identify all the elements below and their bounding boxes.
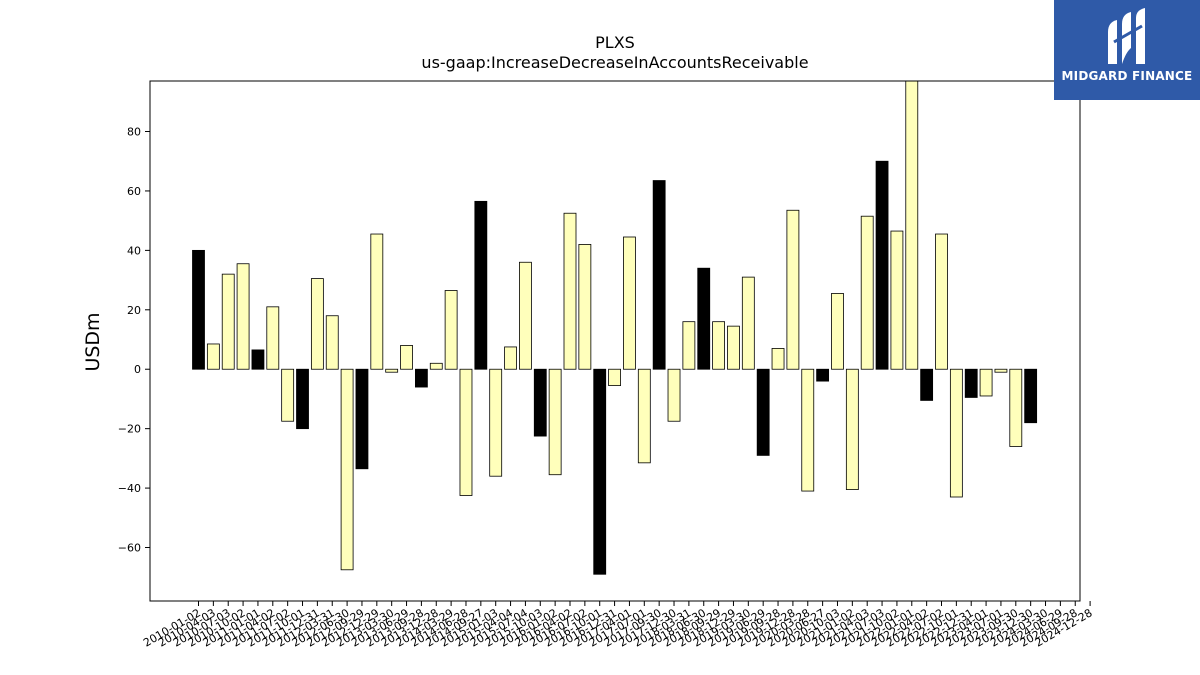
plot-frame	[149, 80, 1081, 602]
bar	[667, 368, 681, 422]
bar	[935, 233, 948, 370]
bar	[682, 321, 696, 370]
bar	[712, 321, 725, 370]
bar	[608, 368, 621, 386]
bar	[340, 368, 354, 571]
bar	[994, 368, 1008, 373]
bar	[251, 349, 265, 370]
bar	[637, 368, 651, 464]
bar	[548, 368, 562, 476]
bar	[623, 236, 636, 370]
bar	[1009, 368, 1023, 447]
bar	[296, 368, 309, 430]
bar	[845, 368, 859, 490]
bar	[310, 278, 324, 370]
bar	[533, 368, 547, 437]
bar	[474, 200, 488, 370]
bar	[697, 267, 711, 370]
bar	[578, 244, 592, 370]
bar	[221, 273, 235, 370]
bar	[786, 209, 800, 370]
bar	[355, 368, 369, 470]
y-tick-label: −40	[118, 482, 141, 495]
bar	[890, 230, 904, 370]
y-tick-label: 80	[127, 126, 141, 139]
bar	[875, 160, 889, 370]
bar	[489, 368, 503, 477]
bar	[727, 325, 740, 370]
bar	[519, 261, 532, 370]
brand-name: MIDGARD FINANCE	[1061, 69, 1193, 83]
bar	[429, 362, 443, 370]
y-axis: −60 −40 −20 0 20 40 60 80	[118, 126, 150, 555]
bar	[459, 368, 473, 496]
bar	[741, 276, 755, 370]
bar	[236, 263, 250, 370]
bar	[325, 315, 339, 370]
bar	[563, 212, 577, 370]
bar	[949, 368, 963, 498]
bar	[816, 368, 830, 382]
bar	[400, 345, 413, 370]
bar	[756, 368, 770, 456]
x-axis: 2010-01-022010-04-032010-07-032010-10-02…	[141, 601, 1095, 650]
bar	[414, 368, 428, 388]
bar	[593, 368, 607, 575]
bar	[1024, 368, 1038, 424]
bar	[771, 348, 785, 370]
bar	[444, 290, 458, 370]
bar	[370, 233, 384, 370]
y-tick-label: 60	[127, 185, 141, 198]
bar	[206, 343, 220, 370]
midgard-finance-logo: MIDGARD FINANCE	[1054, 0, 1200, 100]
bar	[860, 215, 874, 370]
bar	[964, 368, 978, 398]
bar	[905, 80, 919, 370]
bar	[192, 249, 205, 370]
bar	[831, 293, 844, 370]
midgard-logo-icon	[1108, 8, 1145, 64]
bar	[801, 368, 815, 492]
y-tick-label: −60	[118, 542, 141, 555]
y-tick-label: 20	[127, 304, 141, 317]
bar	[979, 368, 993, 397]
bar	[385, 368, 399, 373]
chart-title: PLXS	[595, 33, 635, 52]
bars-group	[192, 80, 1038, 575]
bar	[504, 346, 517, 370]
y-axis-label: USDm	[82, 312, 104, 371]
y-tick-label: −20	[118, 423, 141, 436]
bar	[652, 180, 666, 370]
bar	[281, 368, 295, 422]
bar	[266, 306, 280, 370]
y-tick-label: 40	[127, 244, 141, 257]
bar	[920, 368, 934, 401]
chart-subtitle: us-gaap:IncreaseDecreaseInAccountsReceiv…	[421, 53, 808, 72]
y-tick-label: 0	[134, 363, 141, 376]
